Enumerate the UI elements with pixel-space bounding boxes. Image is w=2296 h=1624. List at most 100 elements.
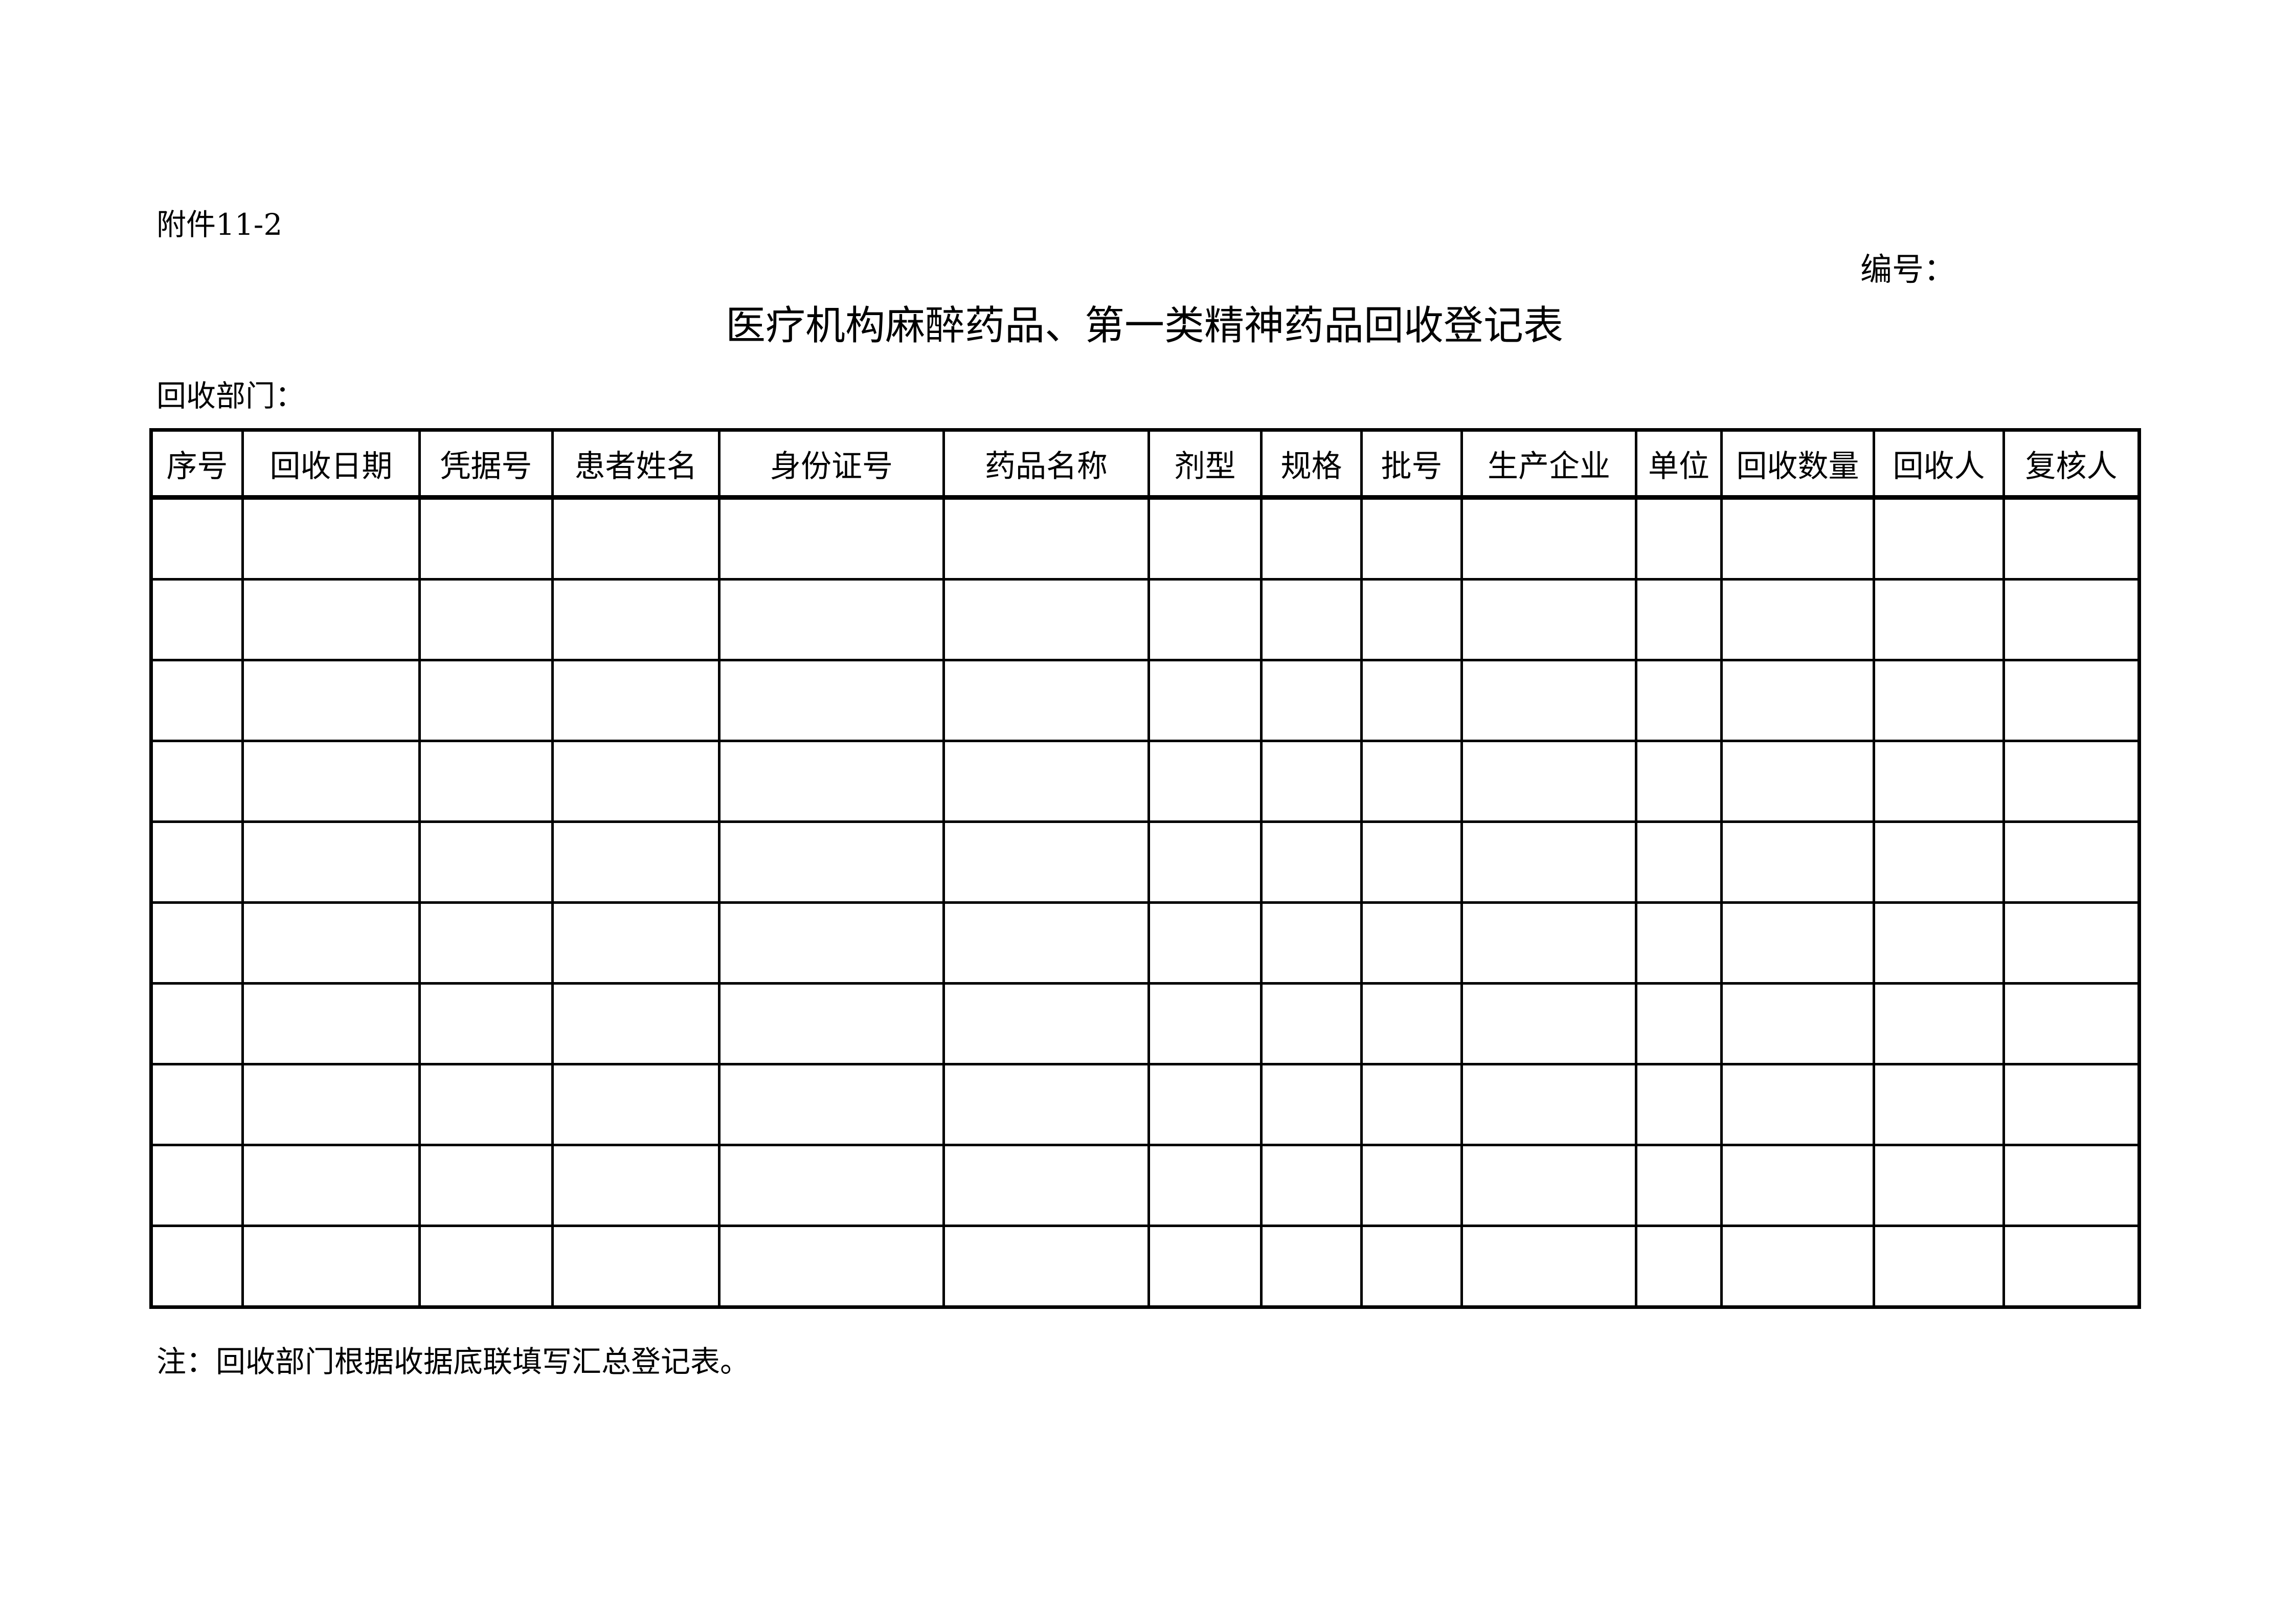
table-cell[interactable] <box>241 982 421 1065</box>
table-cell[interactable] <box>1260 659 1363 742</box>
table-cell[interactable] <box>418 901 554 985</box>
table-cell[interactable] <box>1873 1063 2005 1146</box>
table-cell[interactable] <box>1147 901 1263 985</box>
table-cell[interactable] <box>418 982 554 1065</box>
table-cell[interactable] <box>1147 659 1263 742</box>
table-cell[interactable] <box>150 496 244 581</box>
table-cell[interactable] <box>551 820 721 904</box>
table-cell[interactable] <box>150 1063 244 1146</box>
table-cell[interactable] <box>1635 740 1723 823</box>
table-cell[interactable] <box>1260 578 1363 661</box>
table-cell[interactable] <box>1635 496 1723 581</box>
table-cell[interactable] <box>1360 1063 1463 1146</box>
table-cell[interactable] <box>1460 820 1637 904</box>
table-cell[interactable] <box>1260 1144 1363 1227</box>
table-cell[interactable] <box>718 1144 945 1227</box>
table-cell[interactable] <box>1260 1225 1363 1308</box>
table-cell[interactable] <box>1635 659 1723 742</box>
table-cell[interactable] <box>551 496 721 581</box>
table-cell[interactable] <box>2002 982 2141 1065</box>
table-cell[interactable] <box>2002 1144 2141 1227</box>
table-cell[interactable] <box>551 659 721 742</box>
table-cell[interactable] <box>1635 1144 1723 1227</box>
table-cell[interactable] <box>942 1225 1150 1308</box>
table-cell[interactable] <box>1720 982 1875 1065</box>
table-cell[interactable] <box>718 1225 945 1308</box>
table-cell[interactable] <box>2002 740 2141 823</box>
table-cell[interactable] <box>942 982 1150 1065</box>
table-cell[interactable] <box>2002 496 2141 581</box>
table-cell[interactable] <box>551 740 721 823</box>
table-cell[interactable] <box>418 1225 554 1308</box>
table-cell[interactable] <box>1635 820 1723 904</box>
table-cell[interactable] <box>1360 496 1463 581</box>
table-cell[interactable] <box>2002 901 2141 985</box>
table-cell[interactable] <box>1360 1144 1463 1227</box>
table-cell[interactable] <box>1260 901 1363 985</box>
table-cell[interactable] <box>241 820 421 904</box>
table-cell[interactable] <box>1360 1225 1463 1308</box>
table-cell[interactable] <box>150 1144 244 1227</box>
table-cell[interactable] <box>150 659 244 742</box>
table-cell[interactable] <box>150 740 244 823</box>
table-cell[interactable] <box>241 1144 421 1227</box>
table-cell[interactable] <box>2002 820 2141 904</box>
table-cell[interactable] <box>942 901 1150 985</box>
table-cell[interactable] <box>150 820 244 904</box>
table-cell[interactable] <box>1460 1144 1637 1227</box>
table-cell[interactable] <box>1460 982 1637 1065</box>
table-cell[interactable] <box>150 901 244 985</box>
table-cell[interactable] <box>1720 1063 1875 1146</box>
table-cell[interactable] <box>1147 1063 1263 1146</box>
table-cell[interactable] <box>1635 578 1723 661</box>
table-cell[interactable] <box>1460 740 1637 823</box>
table-cell[interactable] <box>1720 1225 1875 1308</box>
table-cell[interactable] <box>718 496 945 581</box>
table-cell[interactable] <box>418 659 554 742</box>
table-cell[interactable] <box>1147 1225 1263 1308</box>
table-cell[interactable] <box>718 982 945 1065</box>
table-cell[interactable] <box>1635 982 1723 1065</box>
table-cell[interactable] <box>1360 740 1463 823</box>
table-cell[interactable] <box>1635 901 1723 985</box>
table-cell[interactable] <box>1147 982 1263 1065</box>
table-cell[interactable] <box>1360 982 1463 1065</box>
table-cell[interactable] <box>1460 496 1637 581</box>
table-cell[interactable] <box>418 578 554 661</box>
table-cell[interactable] <box>1873 901 2005 985</box>
table-cell[interactable] <box>718 740 945 823</box>
table-cell[interactable] <box>1873 578 2005 661</box>
table-cell[interactable] <box>1147 740 1263 823</box>
table-cell[interactable] <box>1873 496 2005 581</box>
table-cell[interactable] <box>241 740 421 823</box>
table-cell[interactable] <box>1147 820 1263 904</box>
table-cell[interactable] <box>1460 901 1637 985</box>
table-cell[interactable] <box>1720 578 1875 661</box>
table-cell[interactable] <box>942 820 1150 904</box>
table-cell[interactable] <box>241 496 421 581</box>
table-cell[interactable] <box>1260 820 1363 904</box>
table-cell[interactable] <box>942 496 1150 581</box>
table-cell[interactable] <box>1720 1144 1875 1227</box>
table-cell[interactable] <box>241 1063 421 1146</box>
table-cell[interactable] <box>942 740 1150 823</box>
table-cell[interactable] <box>418 820 554 904</box>
table-cell[interactable] <box>1873 1144 2005 1227</box>
table-cell[interactable] <box>551 982 721 1065</box>
table-cell[interactable] <box>1147 496 1263 581</box>
table-cell[interactable] <box>1635 1225 1723 1308</box>
table-cell[interactable] <box>942 659 1150 742</box>
table-cell[interactable] <box>551 578 721 661</box>
table-cell[interactable] <box>551 1063 721 1146</box>
table-cell[interactable] <box>1873 740 2005 823</box>
table-cell[interactable] <box>718 659 945 742</box>
table-cell[interactable] <box>1720 820 1875 904</box>
table-cell[interactable] <box>418 1063 554 1146</box>
table-cell[interactable] <box>150 578 244 661</box>
table-cell[interactable] <box>718 820 945 904</box>
table-cell[interactable] <box>2002 578 2141 661</box>
table-cell[interactable] <box>1873 659 2005 742</box>
table-cell[interactable] <box>942 1063 1150 1146</box>
table-cell[interactable] <box>551 1225 721 1308</box>
table-cell[interactable] <box>1147 578 1263 661</box>
